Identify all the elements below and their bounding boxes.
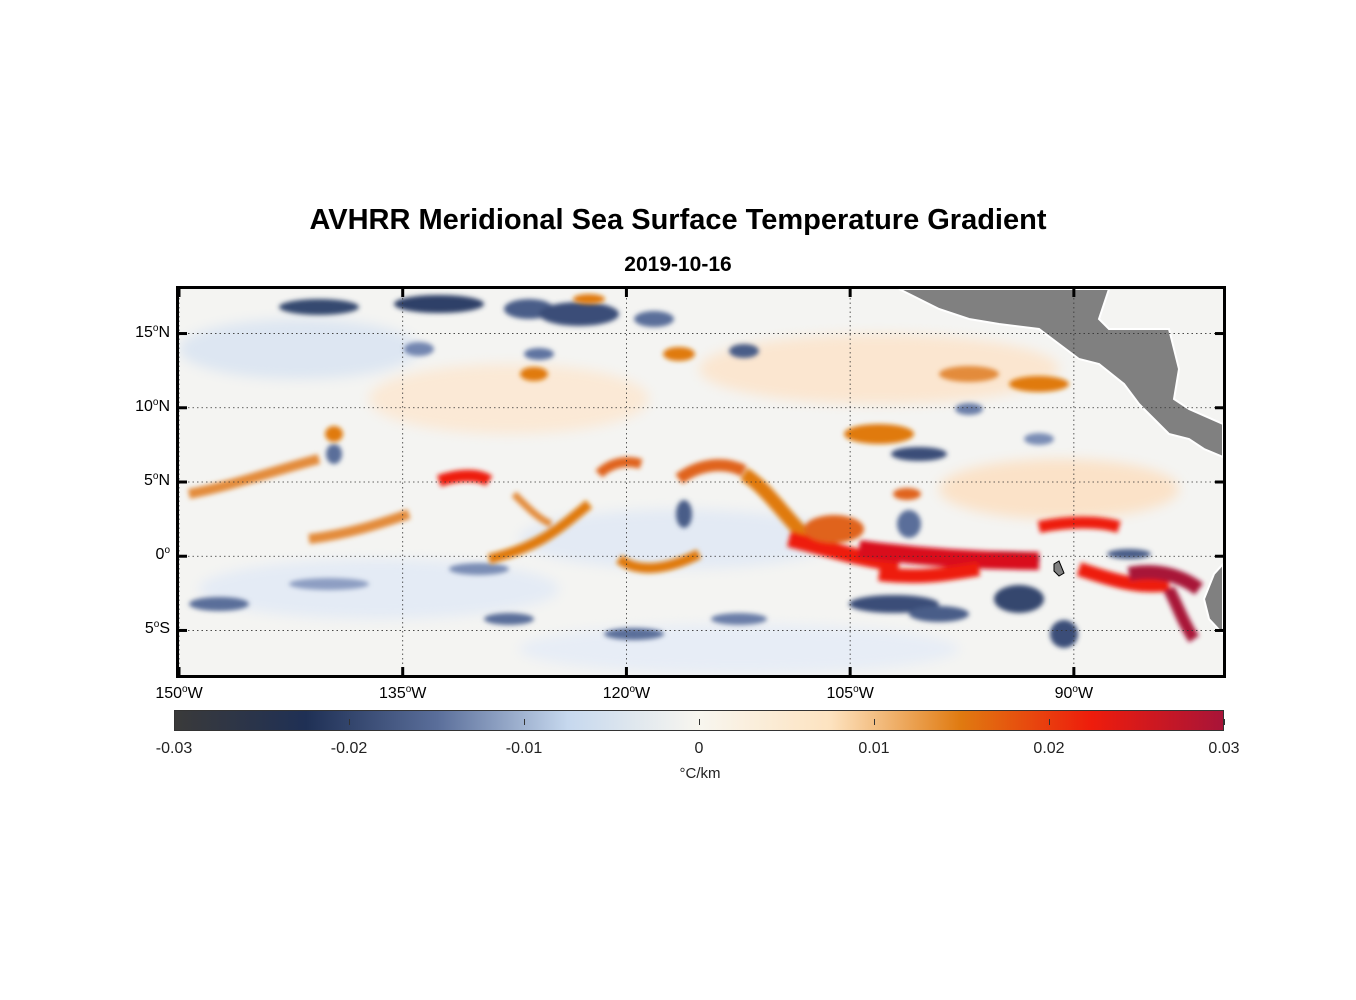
- negative-gradient-features: [189, 295, 1151, 648]
- map-canvas: [179, 289, 1223, 675]
- longitude-label: 150oW: [155, 684, 203, 702]
- latitude-label: 0o: [155, 545, 170, 564]
- colorbar-tick: [699, 719, 700, 725]
- colorbar-tick: [524, 719, 525, 725]
- colorbar-tick-label: 0.02: [1033, 740, 1065, 757]
- map-title: AVHRR Meridional Sea Surface Temperature…: [309, 204, 1047, 236]
- positive-gradient-features: [188, 294, 1204, 643]
- colorbar-tick-label: 0.01: [858, 740, 890, 757]
- latitude-label: 10oN: [135, 396, 170, 415]
- latitude-label: 15oN: [135, 322, 170, 341]
- colorbar-tick-label: -0.01: [505, 740, 543, 757]
- background-field: [179, 319, 1179, 674]
- colorbar-tick: [349, 719, 350, 725]
- map-date-subtitle: 2019-10-16: [624, 253, 732, 276]
- land-masses: [898, 289, 1223, 636]
- colorbar-tick: [874, 719, 875, 725]
- colorbar-tick: [1224, 719, 1225, 725]
- colorbar-tick-label: 0.03: [1208, 740, 1240, 757]
- longitude-label: 120oW: [602, 684, 651, 702]
- latitude-label: 5oN: [143, 471, 170, 489]
- sst-gradient-map: [176, 286, 1226, 678]
- colorbar-tick: [174, 719, 175, 725]
- colorbar-tick: [1049, 719, 1050, 725]
- longitude-label: 90oW: [1054, 684, 1094, 702]
- colorbar-tick-label: -0.03: [155, 740, 193, 757]
- colorbar-units: °C/km: [679, 765, 721, 782]
- longitude-label: 105oW: [826, 684, 874, 702]
- colorbar-tick-label: -0.02: [330, 740, 368, 757]
- latitude-label: 5oS: [144, 619, 170, 638]
- graticule: [179, 289, 1223, 675]
- colorbar-tick-label: 0: [694, 740, 704, 757]
- longitude-label: 135oW: [379, 684, 427, 702]
